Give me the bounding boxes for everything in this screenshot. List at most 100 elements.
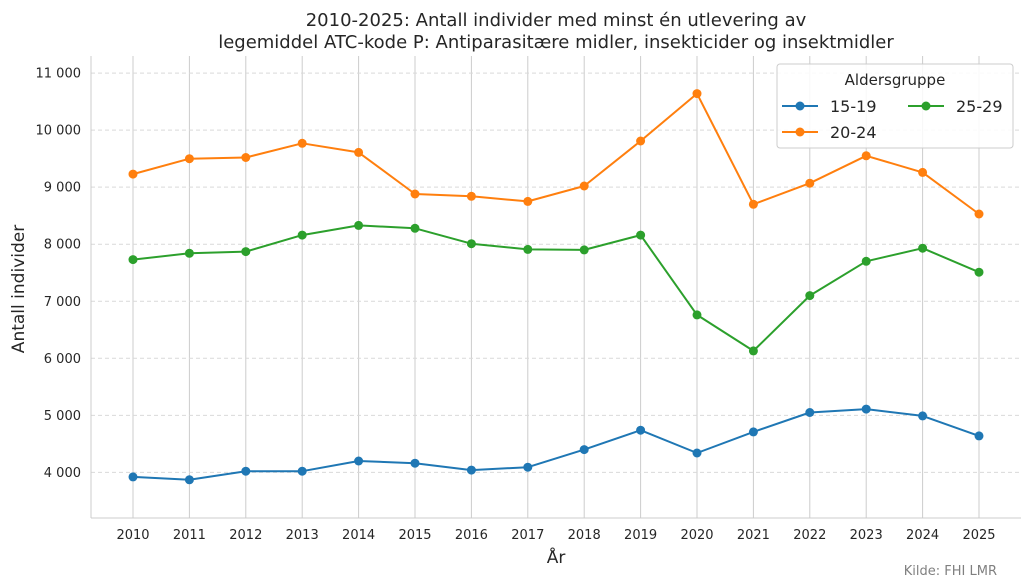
legend-marker-25-29 — [921, 101, 931, 111]
series — [128, 89, 984, 485]
x-tick-label: 2012 — [229, 528, 262, 543]
y-tick-label: 7 000 — [44, 295, 81, 310]
x-tick-label: 2015 — [398, 528, 431, 543]
data-point-20-24 — [410, 189, 420, 199]
data-point-25-29 — [918, 243, 928, 253]
data-point-20-24 — [748, 199, 758, 209]
x-tick-label: 2022 — [793, 528, 826, 543]
data-point-25-29 — [748, 346, 758, 356]
legend-marker-15-19 — [795, 101, 805, 111]
x-tick-label: 2021 — [737, 528, 770, 543]
data-point-20-24 — [354, 147, 364, 157]
y-tick-labels: 4 000 5 000 6 000 7 000 8 000 9 000 10 000 11 0… — [36, 67, 82, 481]
data-point-15-19 — [128, 472, 138, 482]
x-tick-label: 2018 — [568, 528, 601, 543]
data-point-25-29 — [466, 239, 476, 249]
grid — [91, 56, 1021, 518]
source-note: Kilde: FHI LMR — [904, 564, 997, 579]
series-line-15-19 — [132, 408, 980, 481]
data-point-25-29 — [636, 230, 646, 240]
data-point-25-29 — [974, 267, 984, 277]
x-tick-labels: 2010 2011 2012 2013 2014 2015 2016 2017 2018 2019… — [116, 528, 995, 543]
y-tick-label: 5 000 — [44, 409, 81, 424]
data-point-15-19 — [410, 458, 420, 468]
data-point-20-24 — [692, 89, 702, 99]
data-point-15-19 — [354, 456, 364, 466]
legend-label-20-24: 20-24 — [830, 123, 877, 142]
data-point-15-19 — [241, 466, 251, 476]
data-point-15-19 — [636, 425, 646, 435]
legend-box — [776, 63, 1014, 149]
axes — [90, 56, 1021, 519]
data-point-15-19 — [466, 465, 476, 475]
x-tick-label: 2011 — [173, 528, 206, 543]
legend-label-15-19: 15-19 — [830, 97, 877, 116]
y-tick-label: 11 000 — [36, 67, 82, 82]
y-tick-label: 4 000 — [44, 466, 81, 481]
legend-item-20-24: 20-24 — [782, 123, 877, 142]
data-point-25-29 — [579, 245, 589, 255]
series-line-20-24 — [132, 92, 980, 215]
y-tick-label: 10 000 — [36, 124, 82, 139]
data-point-20-24 — [974, 209, 984, 219]
data-point-20-24 — [297, 138, 307, 148]
series-20-24 — [128, 89, 984, 219]
x-tick-label: 2013 — [286, 528, 319, 543]
data-point-25-29 — [297, 230, 307, 240]
data-point-25-29 — [523, 244, 533, 254]
legend-title: Aldersgruppe — [845, 71, 946, 89]
data-point-25-29 — [805, 291, 815, 301]
data-point-15-19 — [184, 475, 194, 485]
x-tick-label: 2019 — [624, 528, 657, 543]
legend-item-15-19: 15-19 — [782, 97, 877, 116]
y-axis-label: Antall individer — [9, 225, 29, 353]
legend-marker-20-24 — [795, 127, 805, 137]
legend-label-25-29: 25-29 — [956, 97, 1003, 116]
legend-item-25-29: 25-29 — [908, 97, 1003, 116]
data-point-25-29 — [184, 248, 194, 258]
data-point-15-19 — [523, 462, 533, 472]
data-point-20-24 — [466, 191, 476, 201]
data-point-20-24 — [861, 151, 871, 161]
data-point-20-24 — [128, 169, 138, 179]
data-point-15-19 — [918, 411, 928, 421]
data-point-25-29 — [128, 255, 138, 265]
x-tick-label: 2020 — [680, 528, 713, 543]
data-point-20-24 — [579, 181, 589, 191]
chart-title-line-1: 2010-2025: Antall individer med minst én… — [306, 10, 807, 31]
data-point-25-29 — [410, 223, 420, 233]
x-tick-label: 2010 — [116, 528, 149, 543]
chart-title-line-2: legemiddel ATC-kode P: Antiparasitære mi… — [218, 32, 894, 53]
data-point-20-24 — [805, 178, 815, 188]
legend: Aldersgruppe 15-19 20-24 25-29 — [776, 63, 1014, 149]
series-15-19 — [128, 404, 984, 485]
x-axis-label: År — [547, 546, 566, 568]
y-tick-label: 8 000 — [44, 238, 81, 253]
data-point-15-19 — [579, 445, 589, 455]
x-tick-label: 2024 — [906, 528, 939, 543]
data-point-20-24 — [918, 167, 928, 177]
series-line-25-29 — [132, 224, 980, 352]
data-point-25-29 — [354, 220, 364, 230]
series-25-29 — [128, 220, 984, 356]
data-point-15-19 — [974, 431, 984, 441]
data-point-15-19 — [805, 408, 815, 417]
data-point-15-19 — [692, 448, 702, 458]
y-tick-label: 9 000 — [44, 181, 81, 196]
data-point-25-29 — [861, 256, 871, 266]
data-point-20-24 — [184, 154, 194, 164]
x-tick-label: 2016 — [455, 528, 488, 543]
data-point-20-24 — [636, 136, 646, 146]
data-point-15-19 — [297, 466, 307, 476]
x-tick-label: 2014 — [342, 528, 375, 543]
x-tick-label: 2017 — [511, 528, 544, 543]
data-point-25-29 — [692, 310, 702, 320]
x-tick-label: 2025 — [962, 528, 995, 543]
data-point-15-19 — [748, 427, 758, 437]
x-tick-label: 2023 — [850, 528, 883, 543]
data-point-20-24 — [241, 153, 251, 162]
data-point-15-19 — [861, 404, 871, 414]
y-tick-label: 6 000 — [44, 352, 81, 367]
data-point-25-29 — [241, 247, 251, 257]
